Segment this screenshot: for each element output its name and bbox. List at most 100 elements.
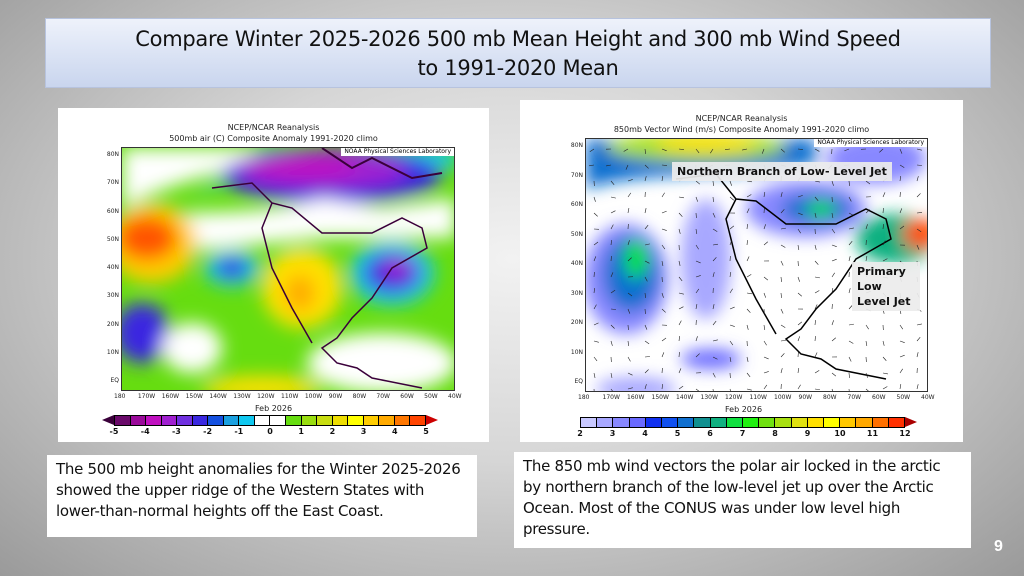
colorbar-swatch [871, 417, 888, 428]
wind-vector [899, 176, 902, 182]
wind-vector [831, 180, 834, 186]
wind-vector [848, 305, 853, 310]
wind-vector [763, 276, 769, 281]
wind-vector [899, 324, 904, 330]
colorbar [580, 417, 906, 428]
wind-vector [644, 384, 647, 390]
wind-vector [916, 323, 922, 326]
wind-vector [916, 336, 921, 342]
wind-vector [865, 180, 871, 185]
wind-field [586, 139, 927, 391]
colorbar-swatch [316, 415, 332, 426]
wind-vector [678, 320, 682, 326]
wind-vector [780, 308, 784, 314]
wind-vector [625, 164, 629, 170]
wind-vector [729, 388, 731, 391]
wind-vector [729, 324, 735, 327]
colorbar-swatch [285, 415, 301, 426]
lat-tick: 50N [106, 235, 119, 243]
lat-tick: 80N [106, 151, 119, 158]
wind-vector [780, 368, 783, 374]
wind-vector [780, 148, 785, 153]
lon-tick: 150W [185, 393, 203, 400]
lon-tick: 100W [304, 393, 323, 400]
wind-vector [712, 388, 714, 391]
colorbar-swatch [222, 415, 239, 426]
wind-vector [763, 356, 769, 360]
wind-vector [610, 272, 614, 278]
wind-vector [882, 258, 888, 262]
wind-vector [678, 228, 681, 234]
wind-vector [780, 276, 782, 283]
wind-vector [593, 288, 596, 294]
wind-vector [916, 164, 923, 166]
lon-tick: 80W [352, 393, 367, 400]
colorbar-swatch [693, 417, 710, 428]
wind-vector [712, 212, 716, 218]
wind-vector [644, 224, 649, 230]
colorbar-label: 5 [423, 427, 429, 436]
lat-tick: 40N [106, 264, 119, 271]
colorbar-label: 4 [392, 427, 398, 436]
map-period: Feb 2026 [255, 404, 293, 413]
wind-vector [695, 244, 699, 250]
wind-vector [712, 196, 714, 203]
wind-vector [661, 308, 666, 313]
wind-vector [746, 256, 750, 262]
wind-vector [593, 212, 598, 217]
wind-vector [644, 148, 646, 154]
wind-vector [831, 228, 836, 234]
wind-vector [695, 336, 698, 342]
wind-vector [593, 241, 599, 246]
wind-vector [695, 288, 700, 294]
lat-tick: 60N [106, 207, 119, 215]
wind-vector [797, 244, 800, 250]
lon-tick: 140W [209, 393, 227, 400]
colorbar-label: 7 [739, 429, 746, 438]
wind-vector [746, 274, 752, 278]
colorbar-swatch [191, 415, 208, 426]
wind-vector [593, 372, 596, 378]
wind-vector [644, 292, 646, 298]
wind-vector [627, 340, 629, 346]
wind-vector [661, 176, 664, 182]
wind-vector [797, 148, 804, 150]
colorbar-label: -1 [234, 427, 244, 436]
wind-vector [746, 372, 751, 378]
colorbar-swatch [742, 417, 759, 428]
wind-vector [627, 292, 633, 297]
wind-vector [763, 192, 766, 198]
wind-vector [882, 192, 886, 198]
wind-vector [814, 304, 818, 310]
wind-vector [780, 192, 783, 198]
wind-vector [763, 384, 768, 390]
wind-vector [678, 148, 684, 151]
wind-vector [882, 386, 888, 390]
colorbar-swatch [207, 415, 223, 426]
left-caption: The 500 mb height anomalies for the Wint… [47, 455, 477, 537]
wind-vector [814, 290, 820, 294]
lat-tick: 10N [106, 348, 119, 356]
wind-vector [814, 370, 820, 374]
wind-vector [644, 208, 647, 214]
wind-vector [678, 260, 681, 266]
wind-vector [746, 388, 752, 391]
lon-tick: 60W [872, 394, 886, 401]
wind-vector [589, 148, 595, 152]
colorbar-label: 1 [298, 427, 304, 436]
wind-vector [763, 224, 766, 230]
wind-vector [589, 164, 595, 167]
wind-vector [814, 335, 816, 342]
wind-vector [593, 356, 598, 362]
colorbar-swatch [176, 415, 192, 426]
wind-vector [710, 148, 714, 154]
wind-vector [610, 388, 613, 391]
colorbar-swatch [725, 417, 743, 428]
wind-vector [746, 239, 748, 246]
colorbar-end-arrow [102, 415, 114, 425]
colorbar-swatch [300, 415, 317, 426]
colorbar-swatch [839, 417, 856, 428]
wind-vector [848, 212, 854, 216]
wind-vector [797, 368, 800, 374]
wind-vector [678, 292, 684, 295]
